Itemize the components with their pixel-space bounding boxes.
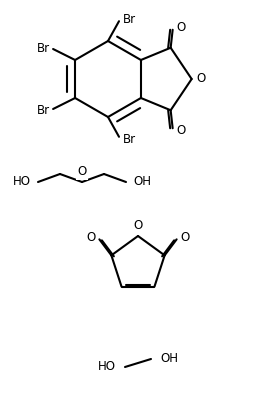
Text: O: O <box>77 166 87 178</box>
Text: Br: Br <box>36 41 50 54</box>
Text: OH: OH <box>160 352 178 365</box>
Text: O: O <box>176 124 185 137</box>
Text: HO: HO <box>13 176 31 189</box>
Text: Br: Br <box>36 103 50 116</box>
Text: Br: Br <box>123 133 136 146</box>
Text: O: O <box>180 231 189 244</box>
Text: Br: Br <box>123 13 136 26</box>
Text: OH: OH <box>133 176 151 189</box>
Text: O: O <box>196 72 205 85</box>
Text: O: O <box>87 231 96 244</box>
Text: HO: HO <box>98 360 116 373</box>
Text: O: O <box>176 21 185 34</box>
Text: O: O <box>133 220 143 233</box>
